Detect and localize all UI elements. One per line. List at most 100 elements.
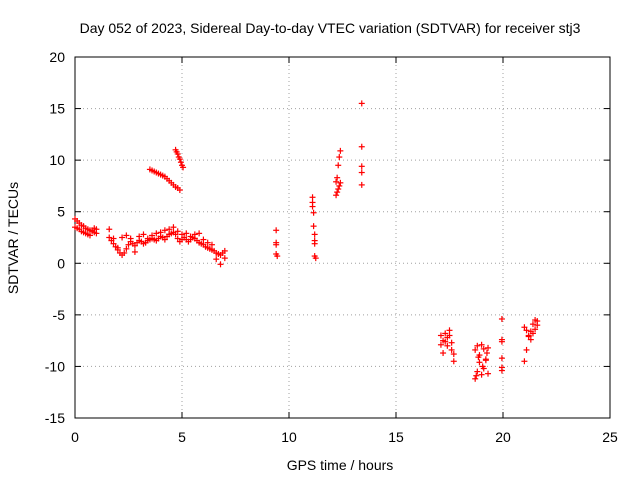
data-point bbox=[309, 194, 316, 201]
data-point bbox=[176, 187, 183, 194]
data-point bbox=[440, 350, 447, 357]
plot-frame bbox=[74, 56, 611, 419]
data-point bbox=[174, 228, 181, 235]
data-point bbox=[437, 341, 444, 348]
data-point bbox=[310, 209, 317, 216]
data-point bbox=[121, 249, 128, 256]
data-point bbox=[525, 333, 532, 340]
data-point bbox=[336, 154, 343, 161]
data-point bbox=[334, 174, 341, 181]
data-point bbox=[337, 147, 344, 154]
data-point bbox=[450, 358, 457, 365]
x-axis-ticks: 0 5 10 15 20 25 bbox=[71, 57, 618, 445]
data-point bbox=[333, 192, 340, 199]
data-point bbox=[442, 338, 449, 345]
data-point bbox=[483, 350, 490, 357]
data-point bbox=[446, 327, 453, 334]
data-point bbox=[180, 164, 187, 171]
data-point bbox=[174, 235, 181, 242]
data-point bbox=[309, 203, 316, 210]
data-point bbox=[217, 261, 224, 268]
data-point bbox=[136, 233, 143, 240]
data-point bbox=[127, 235, 134, 242]
data-point bbox=[166, 226, 173, 233]
data-point bbox=[110, 240, 117, 247]
data-point bbox=[221, 247, 228, 254]
data-point bbox=[534, 322, 541, 329]
data-point bbox=[93, 226, 100, 233]
data-point bbox=[476, 359, 483, 366]
data-point bbox=[334, 189, 341, 196]
data-point bbox=[529, 321, 536, 328]
data-point bbox=[444, 342, 451, 349]
data-point bbox=[478, 371, 485, 378]
data-point bbox=[125, 241, 132, 248]
data-point bbox=[442, 330, 449, 337]
data-point bbox=[179, 231, 185, 238]
grid-lines bbox=[75, 57, 610, 418]
data-point bbox=[119, 234, 126, 241]
chart-title: Day 052 of 2023, Sidereal Day-to-day VTE… bbox=[80, 20, 581, 36]
data-point bbox=[448, 339, 455, 346]
data-point bbox=[213, 256, 220, 263]
data-point bbox=[358, 100, 365, 107]
data-point bbox=[448, 346, 455, 353]
data-point bbox=[337, 179, 344, 186]
data-point bbox=[523, 327, 530, 334]
data-point bbox=[532, 326, 539, 333]
data-point bbox=[123, 245, 130, 252]
data-point bbox=[170, 224, 177, 231]
y-tick-label: 0 bbox=[57, 255, 65, 271]
data-point bbox=[131, 242, 138, 249]
data-point bbox=[472, 375, 479, 382]
y-axis-label: SDTVAR / TECUs bbox=[5, 182, 21, 294]
data-point bbox=[114, 244, 121, 251]
data-point bbox=[174, 150, 181, 157]
data-point bbox=[310, 223, 317, 230]
data-point bbox=[358, 143, 365, 150]
data-point bbox=[358, 169, 365, 176]
x-axis-label: GPS time / hours bbox=[287, 457, 394, 473]
data-point bbox=[153, 230, 160, 237]
data-point bbox=[521, 358, 528, 365]
y-axis-ticks: 20 15 10 5 0 -5 -10 -15 bbox=[45, 49, 610, 426]
data-point bbox=[523, 346, 530, 353]
x-tick-label: 15 bbox=[388, 429, 404, 445]
y-tick-label: 10 bbox=[49, 152, 65, 168]
data-point bbox=[196, 230, 203, 237]
data-point bbox=[106, 226, 113, 233]
data-point bbox=[144, 235, 151, 242]
data-point bbox=[183, 230, 190, 237]
y-tick-label: -5 bbox=[53, 307, 66, 323]
data-point bbox=[485, 370, 492, 377]
x-tick-label: 10 bbox=[281, 429, 297, 445]
data-point bbox=[333, 178, 340, 185]
data-point bbox=[123, 232, 130, 239]
data-point bbox=[474, 368, 481, 375]
data-point bbox=[335, 186, 342, 193]
data-point bbox=[106, 234, 113, 241]
data-point bbox=[437, 332, 444, 339]
data-point bbox=[86, 232, 93, 239]
data-point bbox=[480, 345, 487, 352]
data-point bbox=[273, 241, 280, 248]
y-tick-label: 20 bbox=[49, 49, 65, 65]
data-point bbox=[204, 239, 211, 246]
data-point bbox=[172, 231, 179, 238]
data-point bbox=[149, 232, 156, 239]
x-tick-label: 5 bbox=[178, 429, 186, 445]
data-point bbox=[176, 156, 183, 163]
data-point bbox=[498, 355, 505, 362]
x-tick-label: 0 bbox=[71, 429, 79, 445]
data-point bbox=[444, 334, 451, 341]
data-point bbox=[110, 235, 117, 242]
data-points bbox=[72, 100, 541, 382]
data-point bbox=[157, 229, 164, 236]
data-point bbox=[274, 253, 281, 260]
data-point bbox=[473, 372, 480, 379]
data-point bbox=[358, 181, 365, 188]
y-tick-label: -15 bbox=[45, 410, 65, 426]
data-point bbox=[336, 182, 343, 189]
x-tick-label: 20 bbox=[495, 429, 511, 445]
